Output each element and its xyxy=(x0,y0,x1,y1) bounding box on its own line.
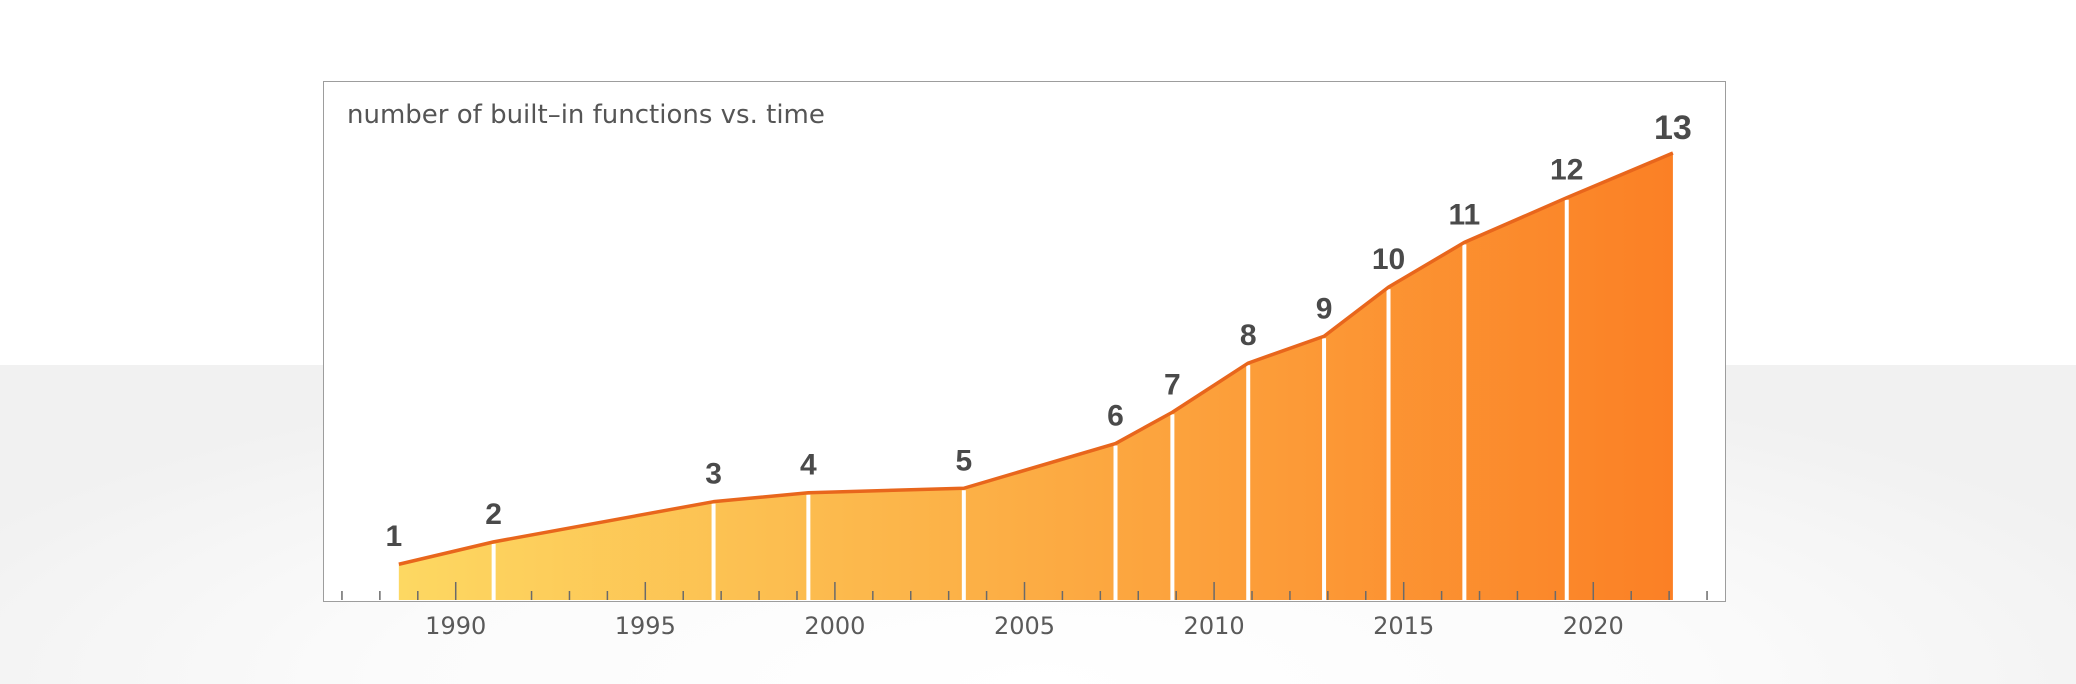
area-outline xyxy=(398,151,1674,566)
version-label: 13 xyxy=(1654,109,1692,147)
year-tick-label: 2000 xyxy=(804,612,865,640)
year-tick-label: 2020 xyxy=(1563,612,1624,640)
year-tick-label: 2015 xyxy=(1373,612,1434,640)
version-label: 6 xyxy=(1107,400,1124,433)
version-label: 10 xyxy=(1372,243,1405,276)
version-label: 9 xyxy=(1316,292,1333,325)
year-tick-label: 2010 xyxy=(1184,612,1245,640)
version-label: 5 xyxy=(955,444,972,477)
version-label: 11 xyxy=(1449,198,1481,231)
version-label: 8 xyxy=(1240,319,1257,352)
chart-title: number of built–in functions vs. time xyxy=(347,100,825,130)
version-label: 2 xyxy=(485,498,502,531)
year-tick-label: 2005 xyxy=(994,612,1055,640)
version-label: 7 xyxy=(1164,368,1181,401)
version-label: 12 xyxy=(1550,154,1583,187)
version-label: 3 xyxy=(705,458,722,491)
year-tick-label: 1995 xyxy=(615,612,676,640)
version-label: 4 xyxy=(800,449,817,482)
area-fill xyxy=(398,153,1673,600)
version-label: 1 xyxy=(385,520,402,553)
year-tick-label: 1990 xyxy=(425,612,486,640)
